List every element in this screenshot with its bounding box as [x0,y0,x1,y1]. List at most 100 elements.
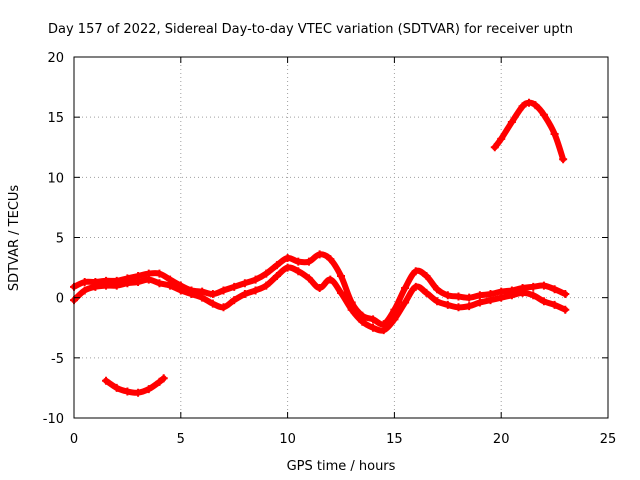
data-point [465,302,474,311]
data-point [315,284,324,293]
data-point [507,291,516,300]
data-point [486,296,495,305]
data-point [539,297,548,306]
data-point [475,298,484,307]
data-point [561,290,570,299]
series-trace [71,264,569,334]
data-point [251,275,260,284]
data-point [379,326,388,335]
data-point [155,279,164,288]
data-point [230,282,239,291]
data-point [123,279,132,288]
data-point [272,272,281,281]
data-point [155,377,164,386]
data-point [475,291,484,300]
data-point [518,288,527,297]
data-point [187,290,196,299]
data-point [144,275,153,284]
x-tick-label: 25 [600,432,617,447]
data-point [112,281,121,290]
data-point [315,250,324,259]
data-point [326,255,335,264]
data-point [550,285,559,294]
data-point [102,376,111,385]
tick-layer: 0 5 10 15 20 25 -10 -5 0 5 10 15 20 [43,51,617,447]
data-point [219,303,228,312]
series-layer [70,98,570,397]
data-point [123,387,132,396]
data-point [358,317,367,326]
data-point [304,257,313,266]
data-point [454,292,463,301]
y-tick-label: -10 [43,412,64,427]
data-point [240,279,249,288]
data-point [198,293,207,302]
y-tick-label: 15 [47,111,64,126]
data-point [454,303,463,312]
data-point [550,300,559,309]
data-point [304,274,313,283]
data-point [134,278,143,287]
data-point [524,98,533,107]
data-point [102,281,111,290]
data-point [166,281,175,290]
data-point [465,293,474,302]
x-tick-label: 15 [386,432,403,447]
y-tick-label: 10 [47,171,64,186]
data-point [208,299,217,308]
data-point [337,288,345,297]
data-point [326,275,335,284]
data-point [251,286,260,295]
data-point [401,298,410,307]
data-point [337,272,345,281]
data-point [539,110,548,119]
data-point [112,383,121,392]
data-point [497,293,506,302]
data-point [272,261,281,270]
y-tick-label: 0 [56,292,64,307]
data-point [559,155,568,164]
data-point [219,286,228,295]
data-point [518,102,527,111]
x-tick-label: 0 [70,432,78,447]
x-axis-label: GPS time / hours [287,459,396,474]
data-point [208,290,217,299]
data-point [390,305,399,314]
data-point [443,291,452,300]
data-point [155,269,164,278]
data-point [144,385,153,394]
data-point [422,272,431,281]
series-trace [491,99,567,163]
data-point [240,290,249,299]
data-point [539,281,548,290]
data-point [433,285,442,294]
data-point [433,297,442,306]
data-point [390,315,399,324]
chart-title: Day 157 of 2022, Sidereal Day-to-day VTE… [48,22,573,37]
data-point [134,388,143,397]
x-tick-label: 20 [493,432,510,447]
series-arc-main-lower [70,263,570,335]
data-point [159,374,168,383]
series-arc-main-upper [70,250,570,329]
data-point [411,267,420,276]
series-arc-late-high [490,98,568,164]
data-point [490,143,499,152]
data-point [283,253,292,262]
data-point [561,305,570,314]
data-point [369,315,378,324]
y-tick-label: 20 [47,51,64,66]
series-trace [103,375,167,396]
data-point [443,300,452,309]
x-tick-label: 5 [177,432,185,447]
data-point [294,257,303,266]
x-tick-label: 10 [279,432,296,447]
data-point [176,286,185,295]
data-point [401,284,410,293]
data-point [550,130,559,139]
data-point [529,291,538,300]
y-tick-label: -5 [51,352,64,367]
data-point [507,117,516,126]
data-point [497,134,506,143]
